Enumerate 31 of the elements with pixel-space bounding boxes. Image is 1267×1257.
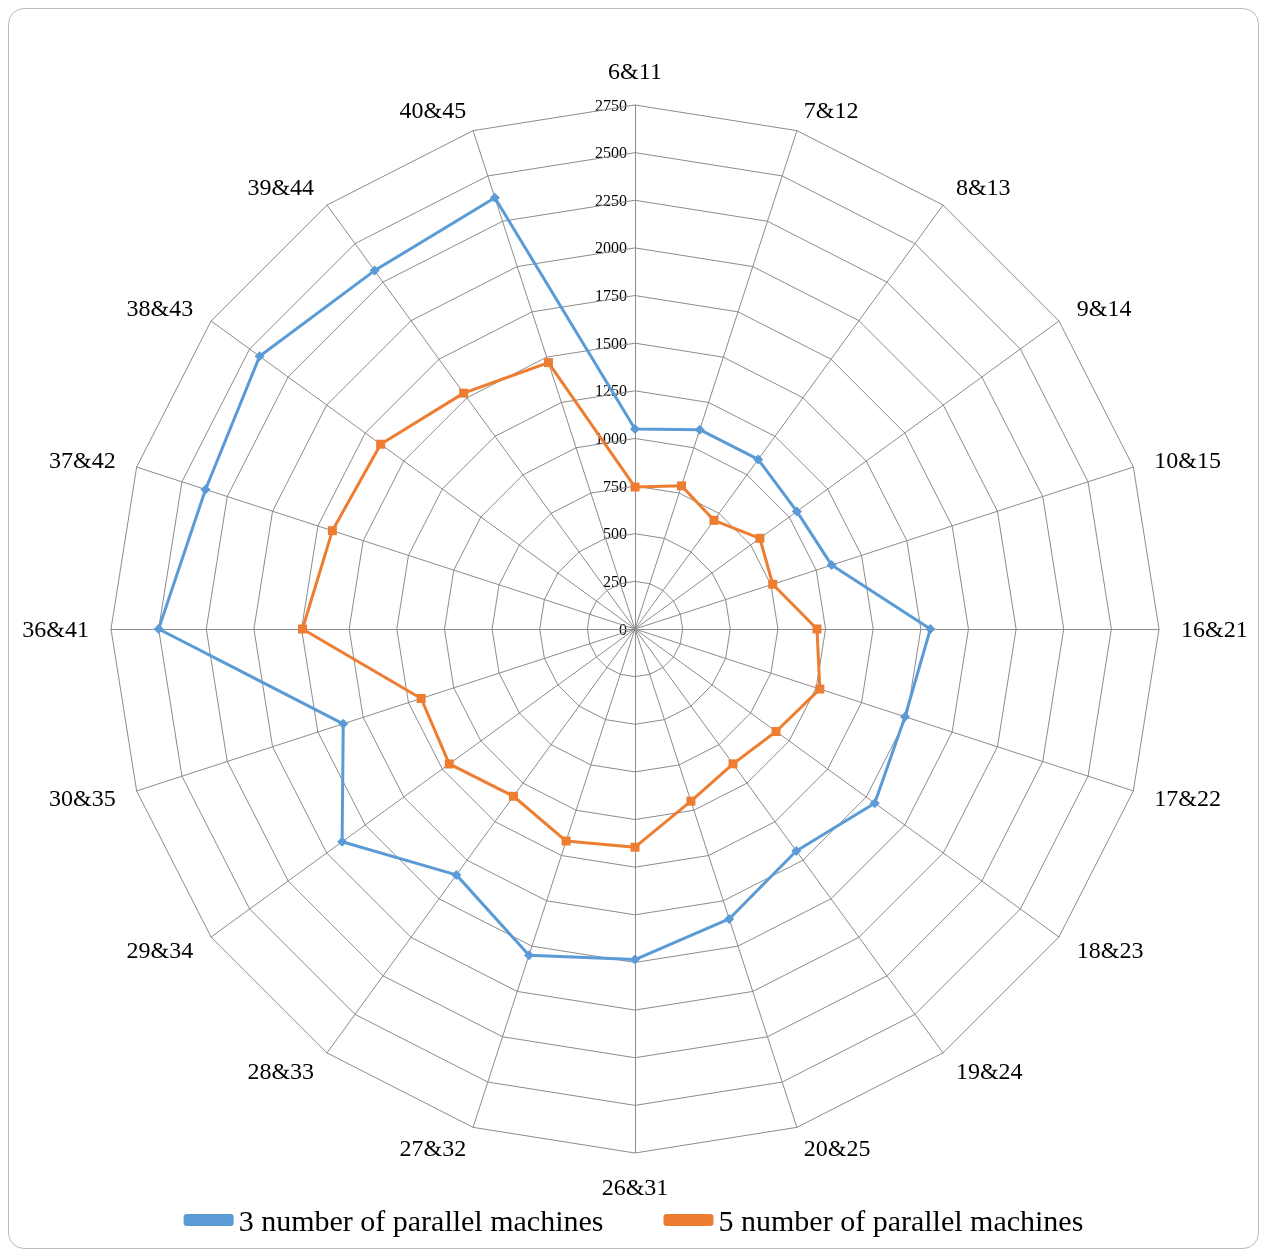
legend-label: 3 number of parallel machines [238,1203,604,1237]
spoke-label: 16&21 [1181,616,1248,642]
spoke-label: 18&23 [1076,936,1144,963]
spoke-label: 29&34 [126,936,194,963]
y-tick-label: 250 [603,572,627,590]
y-tick-label: 750 [603,477,627,495]
spoke-label: 6&11 [608,58,662,84]
y-tick-label: 2500 [595,144,627,162]
legend-label: 5 number of parallel machines [718,1203,1084,1237]
y-tick-label: 2000 [595,239,627,257]
spoke-label: 30&35 [49,784,116,811]
spoke-label: 9&14 [1076,295,1132,322]
spoke-label: 7&12 [803,96,859,123]
spoke-label: 17&22 [1154,784,1221,811]
spoke-label: 19&24 [955,1057,1023,1084]
spoke-label: 40&45 [399,96,467,123]
spoke-label: 27&32 [399,1135,467,1162]
y-tick-label: 1500 [595,334,627,352]
spoke-label: 8&13 [955,174,1011,201]
spoke-label: 39&44 [247,174,315,201]
spoke-label: 38&43 [126,295,194,322]
y-tick-label: 2250 [595,191,627,209]
spoke-label: 10&15 [1154,447,1221,474]
spoke-label: 37&42 [49,447,116,474]
y-tick-label: 2750 [595,96,627,114]
spoke-label: 26&31 [601,1174,669,1200]
spoke-label: 36&41 [22,616,89,642]
spoke-label: 20&25 [803,1135,871,1162]
y-tick-label: 1750 [595,287,627,305]
y-tick-label: 500 [603,525,627,543]
spoke-label: 28&33 [247,1057,315,1084]
